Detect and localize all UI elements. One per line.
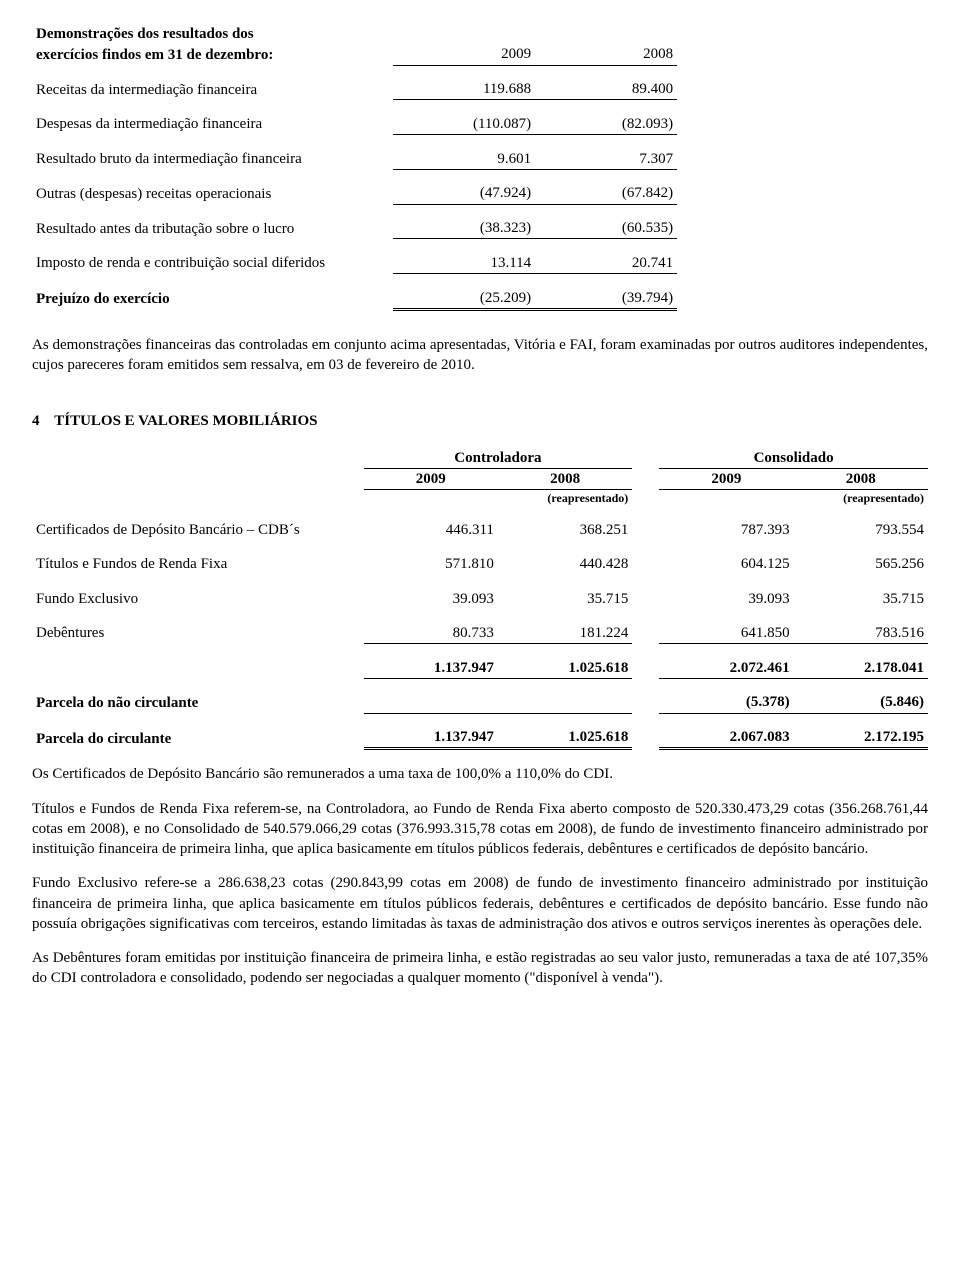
t2-row-label: Fundo Exclusivo [32, 589, 364, 609]
t2-reap-1: (reapresentado) [498, 490, 632, 507]
t2-subtotal-row: 1.137.9471.025.618 2.072.4612.178.041 [32, 658, 928, 679]
t2-row-value: 35.715 [794, 589, 928, 609]
paragraph-fs-note: As demonstrações financeiras das control… [32, 335, 928, 376]
t1-row-value: 20.741 [535, 253, 677, 274]
section-4-number: 4 [32, 413, 40, 429]
t2-row-value: 571.810 [364, 554, 498, 574]
t2-row-value: 1.025.618 [498, 658, 632, 679]
t2-row-value: 368.251 [498, 520, 632, 540]
t2-row-value: (5.846) [794, 692, 928, 713]
t2-row: Fundo Exclusivo39.09335.71539.09335.715 [32, 589, 928, 609]
t1-row-value: (25.209) [393, 288, 535, 310]
t2-row-value [364, 692, 498, 713]
t2-row-value: 440.428 [498, 554, 632, 574]
t2-row-value: 2.178.041 [794, 658, 928, 679]
t2-row-value: 787.393 [659, 520, 793, 540]
t1-row-label: Despesas da intermediação financeira [32, 114, 393, 135]
t1-heading-2: exercícios findos em 31 de dezembro: [32, 44, 393, 65]
t2-row-value: (5.378) [659, 692, 793, 713]
t2-row-label: Títulos e Fundos de Renda Fixa [32, 554, 364, 574]
t1-row-value: 7.307 [535, 149, 677, 170]
t2-nao-circulante-row: Parcela do não circulante (5.378)(5.846) [32, 692, 928, 713]
t2-row-value: 2.172.195 [794, 727, 928, 749]
t1-row-value: 89.400 [535, 79, 677, 100]
t2-year-1: 2009 [364, 468, 498, 489]
t2-row-value: 35.715 [498, 589, 632, 609]
t2-row: Títulos e Fundos de Renda Fixa571.810440… [32, 554, 928, 574]
t1-row: Prejuízo do exercício(25.209)(39.794) [32, 288, 677, 310]
t1-row-value: 13.114 [393, 253, 535, 274]
t1-row-value: (38.323) [393, 218, 535, 239]
t2-row: Certificados de Depósito Bancário – CDB´… [32, 520, 928, 540]
t1-row-value: (110.087) [393, 114, 535, 135]
t2-row-value: 2.067.083 [659, 727, 793, 749]
t1-row-label: Resultado bruto da intermediação finance… [32, 149, 393, 170]
t2-year-4: 2008 [794, 468, 928, 489]
t2-row-value: 1.137.947 [364, 658, 498, 679]
t2-row-value: 641.850 [659, 623, 793, 644]
paragraph-cdb: Os Certificados de Depósito Bancário são… [32, 764, 928, 784]
t1-year-1: 2009 [393, 44, 535, 65]
paragraph-renda-fixa: Títulos e Fundos de Renda Fixa referem-s… [32, 799, 928, 860]
t2-row-label: Parcela do circulante [32, 727, 364, 749]
t1-row: Outras (despesas) receitas operacionais(… [32, 183, 677, 204]
t1-row: Despesas da intermediação financeira(110… [32, 114, 677, 135]
t1-row-label: Outras (despesas) receitas operacionais [32, 183, 393, 204]
t2-row-label: Debêntures [32, 623, 364, 644]
t2-year-2: 2008 [498, 468, 632, 489]
t2-row-label: Parcela do não circulante [32, 692, 364, 713]
t2-row: Debêntures80.733181.224 641.850783.516 [32, 623, 928, 644]
t2-group-controladora: Controladora [364, 448, 633, 469]
t1-row: Receitas da intermediação financeira119.… [32, 79, 677, 100]
t1-row-label: Imposto de renda e contribuição social d… [32, 253, 393, 274]
t1-row: Resultado antes da tributação sobre o lu… [32, 218, 677, 239]
t2-row-value: 793.554 [794, 520, 928, 540]
t2-reap-2: (reapresentado) [794, 490, 928, 507]
t1-row-value: (60.535) [535, 218, 677, 239]
t1-heading-1: Demonstrações dos resultados dos [32, 24, 393, 44]
t2-row-value: 39.093 [659, 589, 793, 609]
income-statement-table: Demonstrações dos resultados dos exercíc… [32, 24, 677, 311]
t2-row-value: 1.137.947 [364, 727, 498, 749]
t2-row-label [32, 658, 364, 679]
t2-row-value: 604.125 [659, 554, 793, 574]
t2-row-value: 1.025.618 [498, 727, 632, 749]
t2-row-value: 565.256 [794, 554, 928, 574]
t2-row-value: 2.072.461 [659, 658, 793, 679]
t2-row-value: 181.224 [498, 623, 632, 644]
t1-row: Imposto de renda e contribuição social d… [32, 253, 677, 274]
t1-row-value: 119.688 [393, 79, 535, 100]
securities-table: Controladora Consolidado 2009 2008 2009 … [32, 448, 928, 751]
t2-group-consolidado: Consolidado [659, 448, 928, 469]
t2-circulante-row: Parcela do circulante1.137.9471.025.618 2… [32, 727, 928, 749]
t1-row-value: (39.794) [535, 288, 677, 310]
t1-row-label: Resultado antes da tributação sobre o lu… [32, 218, 393, 239]
t1-row-value: (67.842) [535, 183, 677, 204]
t2-year-3: 2009 [659, 468, 793, 489]
t2-row-value: 783.516 [794, 623, 928, 644]
t2-row-value: 80.733 [364, 623, 498, 644]
paragraph-debentures: As Debêntures foram emitidas por institu… [32, 948, 928, 989]
t1-year-2: 2008 [535, 44, 677, 65]
t2-row-value: 446.311 [364, 520, 498, 540]
t1-row-value: (82.093) [535, 114, 677, 135]
t1-row-value: (47.924) [393, 183, 535, 204]
paragraph-fundo-exclusivo: Fundo Exclusivo refere-se a 286.638,23 c… [32, 873, 928, 934]
t2-row-label: Certificados de Depósito Bancário – CDB´… [32, 520, 364, 540]
section-4-title: TÍTULOS E VALORES MOBILIÁRIOS [54, 413, 317, 429]
t1-row-value: 9.601 [393, 149, 535, 170]
t1-row-label: Prejuízo do exercício [32, 288, 393, 310]
t2-row-value [498, 692, 632, 713]
t1-row: Resultado bruto da intermediação finance… [32, 149, 677, 170]
t1-row-label: Receitas da intermediação financeira [32, 79, 393, 100]
t2-row-value: 39.093 [364, 589, 498, 609]
